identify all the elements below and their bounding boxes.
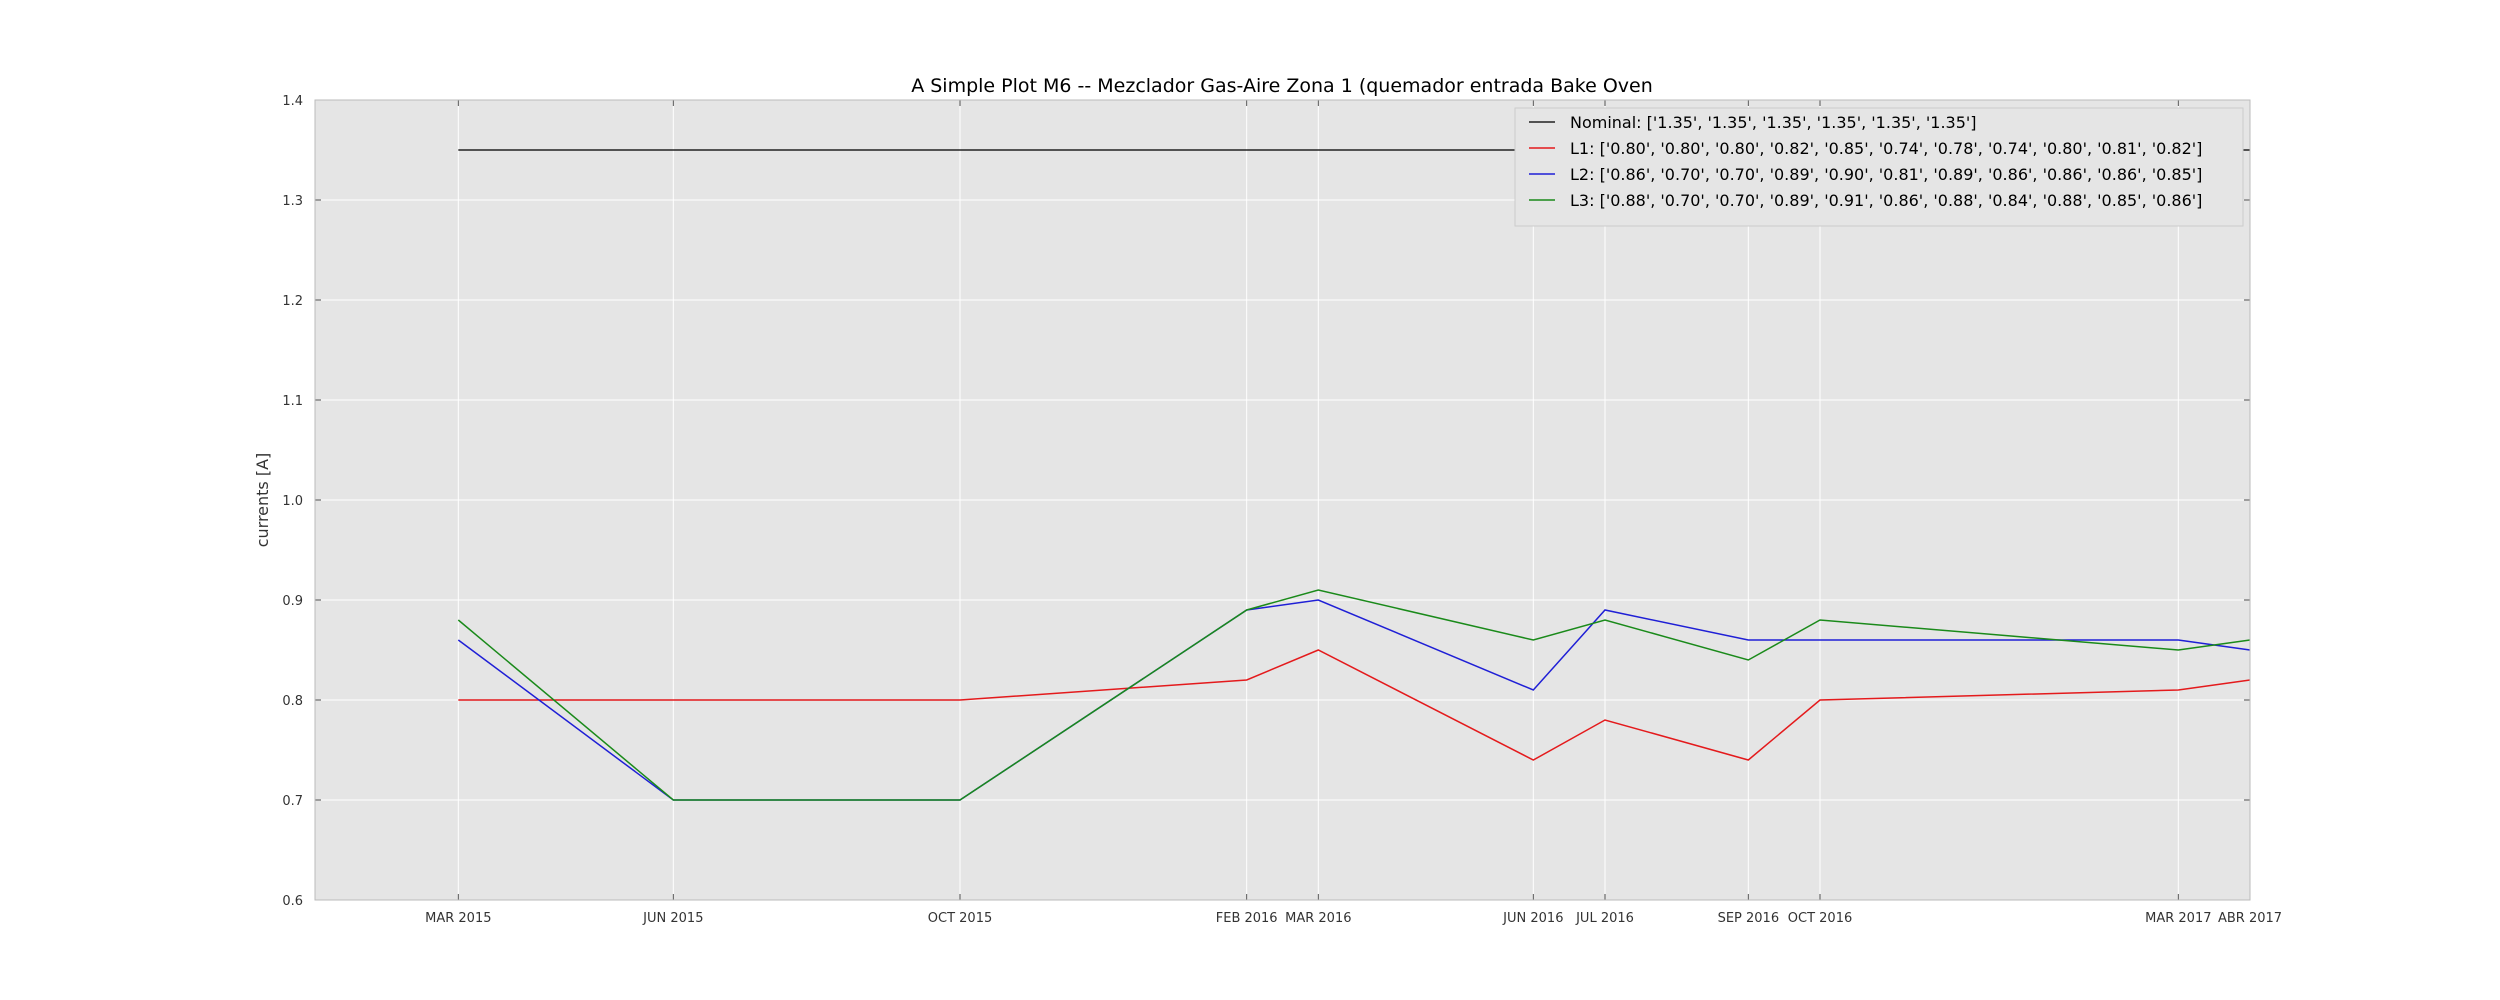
legend: Nominal: ['1.35', '1.35', '1.35', '1.35'… bbox=[1514, 107, 2244, 227]
x-tick-label: SEP 2016 bbox=[1718, 911, 1780, 926]
legend-entry: L1: ['0.80', '0.80', '0.80', '0.82', '0.… bbox=[1570, 139, 2202, 158]
x-tick-label: JUN 2015 bbox=[642, 911, 703, 926]
x-tick-label: MAR 2015 bbox=[425, 911, 491, 926]
x-tick-label: OCT 2015 bbox=[928, 911, 992, 926]
y-tick-label: 1.1 bbox=[282, 394, 303, 409]
legend-entry: L2: ['0.86', '0.70', '0.70', '0.89', '0.… bbox=[1570, 165, 2202, 184]
x-tick-label: MAR 2017 bbox=[2145, 911, 2211, 926]
x-tick-label: OCT 2016 bbox=[1788, 911, 1852, 926]
y-tick-label: 1.0 bbox=[282, 494, 303, 509]
chart-title: A Simple Plot M6 -- Mezclador Gas-Aire Z… bbox=[911, 75, 1653, 97]
x-tick-label: ABR 2017 bbox=[2218, 911, 2282, 926]
legend-entry: L3: ['0.88', '0.70', '0.70', '0.89', '0.… bbox=[1570, 191, 2202, 210]
y-tick-label: 1.4 bbox=[282, 94, 303, 109]
x-tick-label: JUL 2016 bbox=[1575, 911, 1634, 926]
plot-frame bbox=[314, 99, 2251, 901]
legend-entry: Nominal: ['1.35', '1.35', '1.35', '1.35'… bbox=[1570, 113, 1977, 132]
x-tick-label: MAR 2016 bbox=[1285, 911, 1351, 926]
legend-box bbox=[1514, 107, 2244, 227]
y-tick-label: 1.3 bbox=[282, 194, 303, 209]
y-tick-label: 0.8 bbox=[282, 694, 303, 709]
y-tick-label: 0.9 bbox=[282, 594, 303, 609]
axes: 0.6 0.7 0.8 0.9 1.0 1.1 1.2 1.3 1.4 MAR 2015 JUN 2… bbox=[282, 94, 2282, 926]
y-axis-label: currents [A] bbox=[253, 453, 272, 548]
y-tick-label: 0.7 bbox=[282, 794, 303, 809]
y-tick-label: 0.6 bbox=[282, 894, 303, 909]
y-tick-label: 1.2 bbox=[282, 294, 303, 309]
series-line-3 bbox=[457, 589, 2251, 801]
x-tick-label: JUN 2016 bbox=[1502, 911, 1563, 926]
series-line-1 bbox=[458, 649, 2251, 761]
x-tick-label: FEB 2016 bbox=[1216, 911, 1278, 926]
